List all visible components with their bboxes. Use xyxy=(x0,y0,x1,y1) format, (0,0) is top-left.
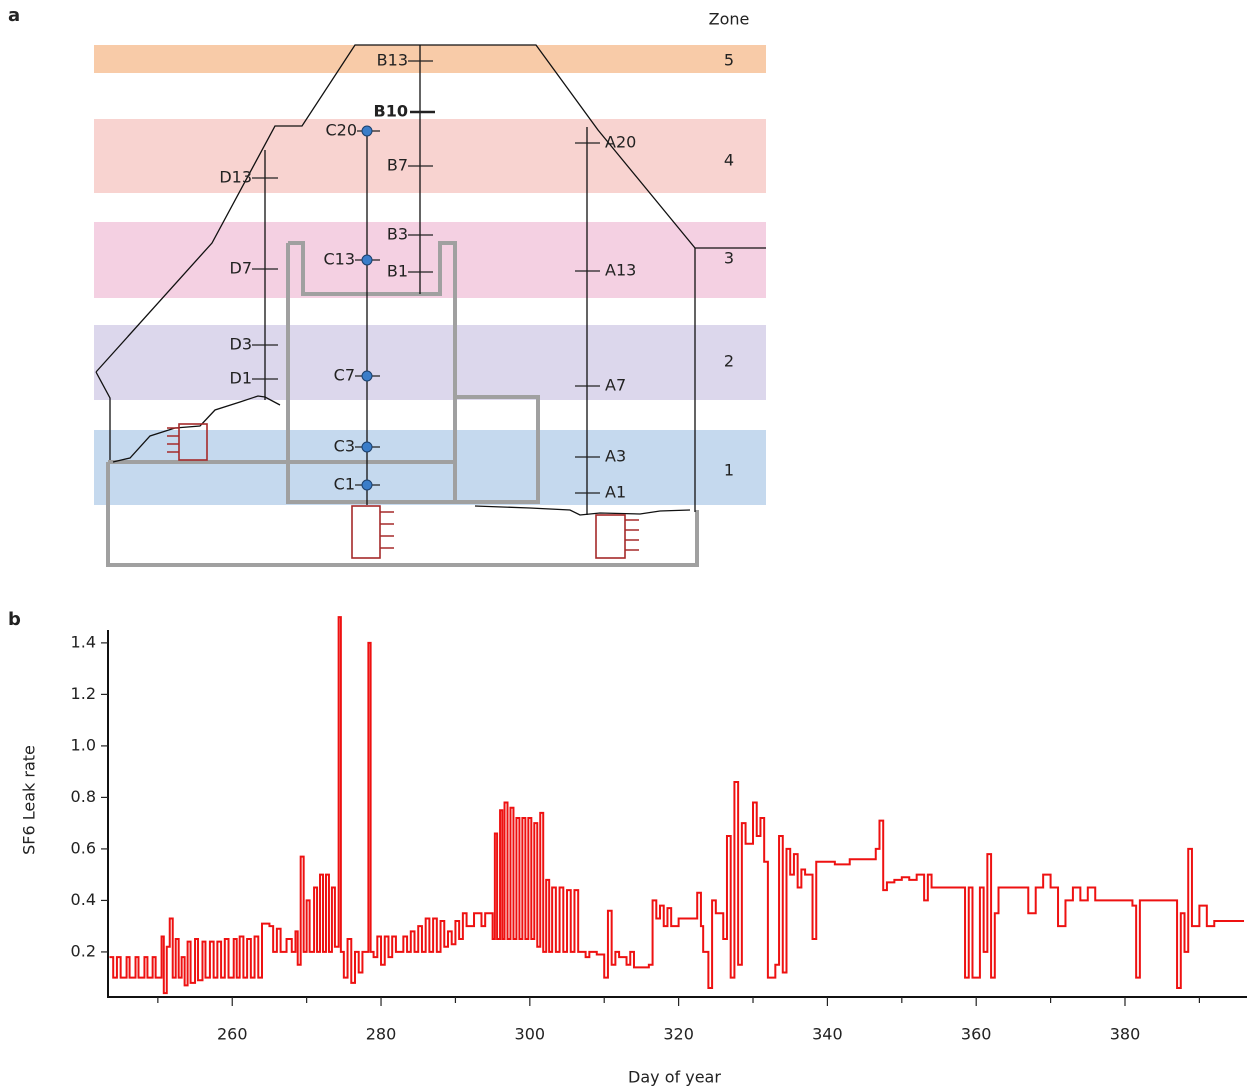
sensor-label: C13 xyxy=(323,250,355,269)
sensor-label: D7 xyxy=(230,259,253,278)
zone-band xyxy=(94,119,766,193)
sensor-dot xyxy=(361,479,373,491)
x-tick-label: 380 xyxy=(1110,1025,1141,1044)
sensor-label: B3 xyxy=(387,225,408,244)
sensor-dot xyxy=(361,125,373,137)
sensor-label: C1 xyxy=(334,475,355,494)
y-tick-label: 1.4 xyxy=(71,632,96,651)
y-tick-label: 0.2 xyxy=(71,941,96,960)
sensor-dot xyxy=(361,370,373,382)
zone-label: 2 xyxy=(724,352,734,371)
sensor-label: D1 xyxy=(230,369,253,388)
zone-label: 4 xyxy=(724,151,734,170)
sensor-label: D3 xyxy=(230,335,253,354)
x-tick-label: 320 xyxy=(663,1025,694,1044)
panel-label: b xyxy=(8,609,21,630)
x-axis-label: Day of year xyxy=(628,1068,721,1087)
sensor-label: B13 xyxy=(377,51,408,70)
sensor-label: A20 xyxy=(605,133,636,152)
sensor-dot xyxy=(361,441,373,453)
sensor-label: A3 xyxy=(605,447,626,466)
x-tick-label: 360 xyxy=(961,1025,992,1044)
data-line xyxy=(109,616,1245,995)
sensor-label: B1 xyxy=(387,262,408,281)
sensors: B13 B10 B7 B3 B1 C20 C13 C7 C3 C1 D13 D7 D3 D1 A20 A13 A… xyxy=(219,51,636,502)
x-tick-label: 300 xyxy=(515,1025,546,1044)
y-tick-label: 0.6 xyxy=(71,838,96,857)
y-tick-label: 0.8 xyxy=(71,787,96,806)
zone-label: 3 xyxy=(724,249,734,268)
sensor-label: B7 xyxy=(387,156,408,175)
panel-label: a xyxy=(8,5,20,26)
y-tick-label: 1.0 xyxy=(71,735,96,754)
sensor-label: C20 xyxy=(325,121,357,140)
x-tick-label: 260 xyxy=(217,1025,248,1044)
sensor-label: C3 xyxy=(334,437,355,456)
zone-header: Zone xyxy=(709,10,750,29)
zone-band xyxy=(94,325,766,400)
zone-band xyxy=(94,45,766,73)
sensor-label: A13 xyxy=(605,261,636,280)
sensor-label: A7 xyxy=(605,376,626,395)
x-tick-label: 280 xyxy=(366,1025,397,1044)
zone-label: 1 xyxy=(724,461,734,480)
panel-b: b 0.2 0.4 0.6 0.8 1.0 1.2 1.4 260 280 300 320 340 36… xyxy=(8,609,1247,1087)
zone-band xyxy=(94,430,766,505)
sensor-dot xyxy=(361,254,373,266)
x-tick-label: 340 xyxy=(812,1025,843,1044)
sensor-label: B10 xyxy=(374,102,408,121)
sensor-label: D13 xyxy=(219,168,252,187)
zone-band xyxy=(94,222,766,298)
sensor-label: C7 xyxy=(334,366,355,385)
zone-label: 5 xyxy=(724,51,734,70)
y-tick-label: 0.4 xyxy=(71,890,96,909)
panel-a: a Zone 5 4 3 2 1 xyxy=(8,5,766,567)
y-tick-label: 1.2 xyxy=(71,684,96,703)
y-axis-label: SF6 Leak rate xyxy=(20,745,39,855)
sensor-label: A1 xyxy=(605,483,626,502)
dam-structure xyxy=(95,44,766,567)
